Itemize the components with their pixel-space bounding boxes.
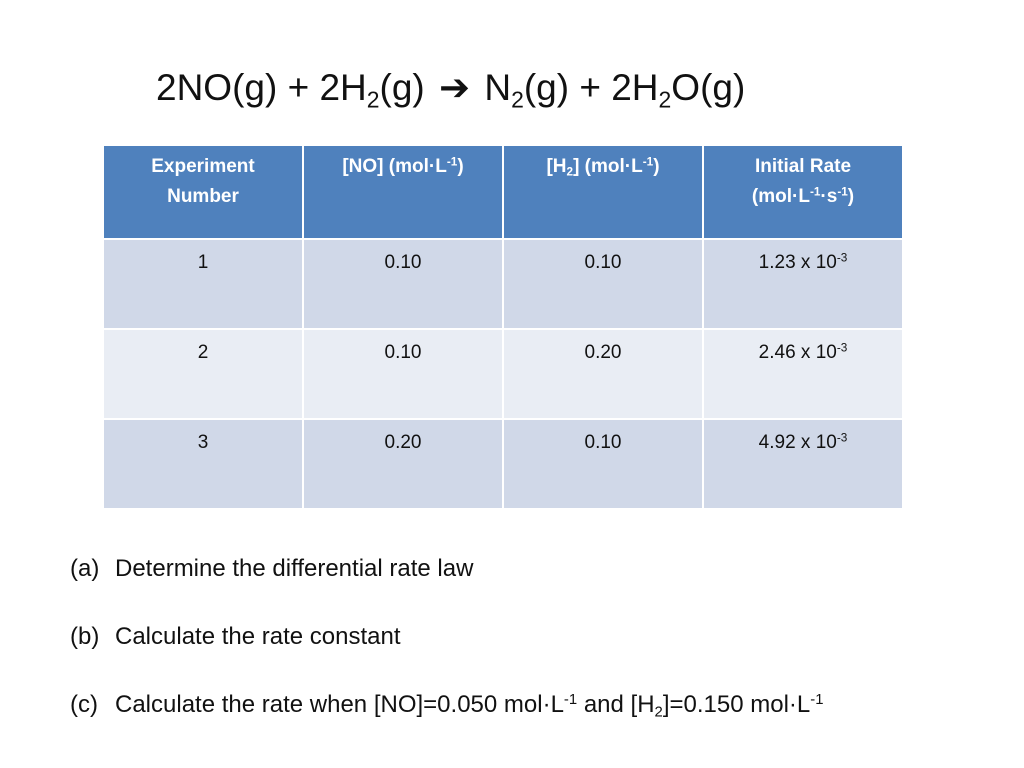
cell-rate: 4.92 x 10-3 [702,418,904,510]
cell-h2: 0.10 [502,238,704,330]
question-label: (b) [70,623,100,650]
question-b: (b) Calculate the rate constant [70,616,823,684]
question-text: Determine the differential rate law [115,555,474,582]
question-label: (c) [70,691,98,718]
question-list: (a) Determine the differential rate law (… [70,548,823,752]
header-initial-rate: Initial Rate (mol·L-1·s-1) [702,144,904,240]
question-text: Calculate the rate constant [115,623,401,650]
cell-no: 0.20 [302,418,504,510]
header-h2-concentration: [H2] (mol·L-1) [502,144,704,240]
question-label: (a) [70,555,100,582]
question-text: Calculate the rate when [NO]=0.050 mol·L… [115,691,824,721]
equation-part: (g) + 2H [523,67,659,108]
question-a: (a) Determine the differential rate law [70,548,823,616]
equation-part: O(g) [671,67,746,108]
header-no-concentration: [NO] (mol·L-1) [302,144,504,240]
reaction-arrow-icon: ➔ [439,67,471,108]
data-table-container: Experiment Number [NO] (mol·L-1) [H2] (mo… [102,144,904,510]
cell-h2: 0.20 [502,328,704,420]
equation-part: 2NO(g) + 2H [156,67,367,108]
reaction-equation: 2NO(g) + 2H2(g) ➔ N2(g) + 2H2O(g) [156,60,745,116]
header-experiment-number: Experiment Number [102,144,304,240]
cell-experiment: 3 [102,418,304,510]
question-c: (c) Calculate the rate when [NO]=0.050 mo… [70,684,823,752]
table-row: 1 0.10 0.10 1.23 x 10-3 [102,238,904,330]
cell-h2: 0.10 [502,418,704,510]
equation-part: N [484,67,512,108]
equation-subscript: 2 [658,86,672,113]
cell-rate: 1.23 x 10-3 [702,238,904,330]
rate-data-table: Experiment Number [NO] (mol·L-1) [H2] (mo… [102,144,904,510]
cell-no: 0.10 [302,238,504,330]
table-row: 2 0.10 0.20 2.46 x 10-3 [102,328,904,420]
cell-experiment: 1 [102,238,304,330]
table-header-row: Experiment Number [NO] (mol·L-1) [H2] (mo… [102,144,904,240]
table-row: 3 0.20 0.10 4.92 x 10-3 [102,418,904,510]
cell-no: 0.10 [302,328,504,420]
cell-experiment: 2 [102,328,304,420]
equation-part: (g) [379,67,425,108]
equation-subscript: 2 [511,86,524,113]
equation-subscript: 2 [366,86,380,113]
cell-rate: 2.46 x 10-3 [702,328,904,420]
